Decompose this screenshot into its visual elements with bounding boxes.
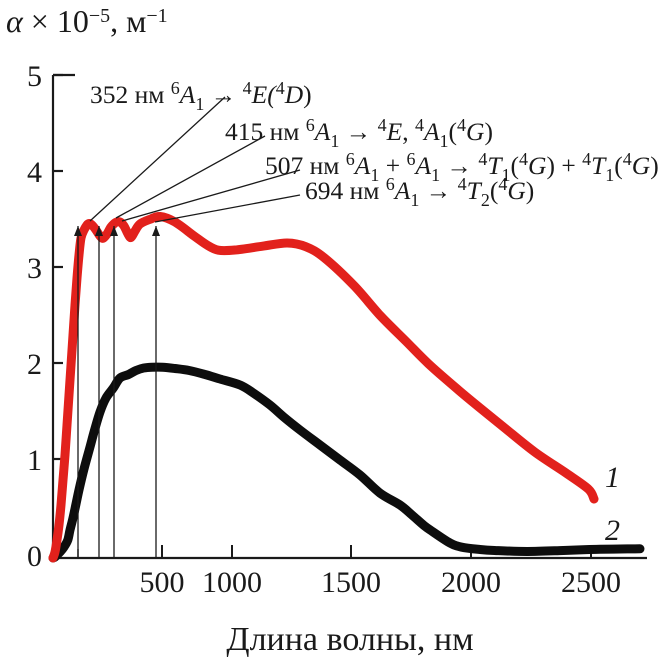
svg-text:α × 10−5, м−1: α × 10−5, м−1	[6, 3, 168, 39]
svg-text:0: 0	[27, 540, 42, 573]
svg-text:2: 2	[605, 514, 620, 547]
svg-text:5: 5	[27, 60, 42, 93]
svg-text:500: 500	[140, 566, 185, 599]
svg-text:1500: 1500	[321, 566, 381, 599]
svg-text:2000: 2000	[441, 566, 501, 599]
svg-text:1000: 1000	[202, 566, 262, 599]
svg-text:1: 1	[27, 444, 42, 477]
svg-text:2500: 2500	[561, 566, 621, 599]
svg-text:415 нм 6A1 → 4E, 4A1(4G): 415 нм 6A1 → 4E, 4A1(4G)	[225, 115, 493, 151]
svg-text:3: 3	[27, 252, 42, 285]
svg-text:2: 2	[27, 348, 42, 381]
svg-text:Длина волны, нм: Длина волны, нм	[226, 621, 473, 658]
svg-text:1: 1	[605, 461, 620, 494]
svg-text:4: 4	[27, 156, 42, 189]
